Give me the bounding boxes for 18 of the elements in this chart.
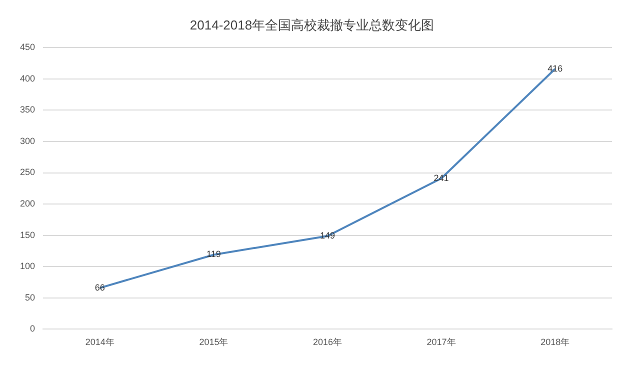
x-tick-label: 2015年	[199, 337, 228, 348]
y-tick-label: 0	[30, 324, 36, 334]
chart-title: 2014-2018年全国高校裁撤专业总数变化图	[190, 17, 434, 32]
y-tick-label: 100	[20, 261, 36, 272]
y-tick-label: 150	[20, 230, 36, 240]
data-label: 416	[548, 63, 563, 74]
x-tick-label: 2016年	[312, 337, 342, 348]
y-tick-label: 400	[20, 73, 36, 84]
y-tick-label: 200	[20, 198, 36, 209]
y-tick-label: 50	[25, 292, 36, 302]
x-tick-label: 2014年	[85, 337, 114, 348]
y-tick-label: 250	[20, 167, 36, 178]
x-tick-label: 2018年	[540, 337, 570, 348]
x-tick-label: 2017年	[426, 337, 456, 348]
data-label: 66	[94, 282, 105, 292]
y-tick-label: 350	[20, 104, 36, 115]
y-tick-label: 300	[20, 136, 36, 146]
y-tick-label: 450	[20, 42, 36, 52]
